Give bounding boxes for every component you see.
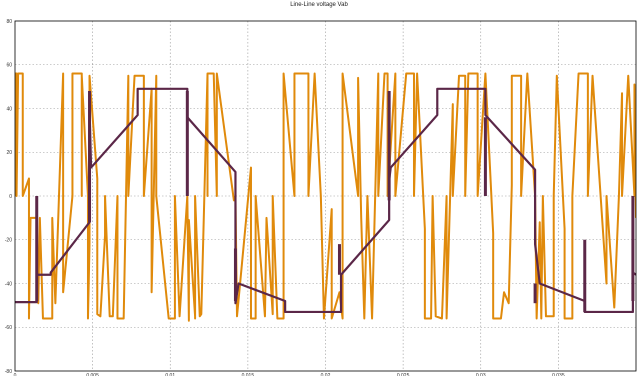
x-tick-label: 0.03: [476, 373, 486, 376]
y-tick-label: -40: [5, 281, 12, 287]
x-tick-label: 0: [14, 373, 17, 376]
series-reference-group: [15, 87, 636, 314]
x-tick-label: 0.02: [321, 373, 331, 376]
x-tick-label: 0.015: [242, 373, 255, 376]
x-tick-label: 0.035: [552, 373, 565, 376]
plot-area-frame: [14, 20, 637, 372]
y-tick-label: -20: [5, 238, 12, 244]
y-tick-label: -60: [5, 325, 12, 331]
y-tick-label: -80: [5, 369, 12, 375]
series-layer: [15, 72, 636, 322]
x-tick-label: 0.005: [86, 373, 99, 376]
y-tick-label: 40: [6, 106, 12, 112]
y-tick-label: 0: [9, 194, 12, 200]
x-tick-label: 0.01: [165, 373, 175, 376]
chart-title: Line-Line voltage Vab: [290, 2, 348, 8]
tick-layer: -80 -60 -40 -20 0 20 40 60 80 0 0.005 0.01 0.015 0.02…: [5, 19, 565, 376]
x-tick-label: 0.025: [397, 373, 410, 376]
y-tick-label: 20: [6, 150, 12, 156]
y-tick-label: 60: [6, 63, 12, 69]
y-tick-label: 80: [6, 19, 12, 25]
